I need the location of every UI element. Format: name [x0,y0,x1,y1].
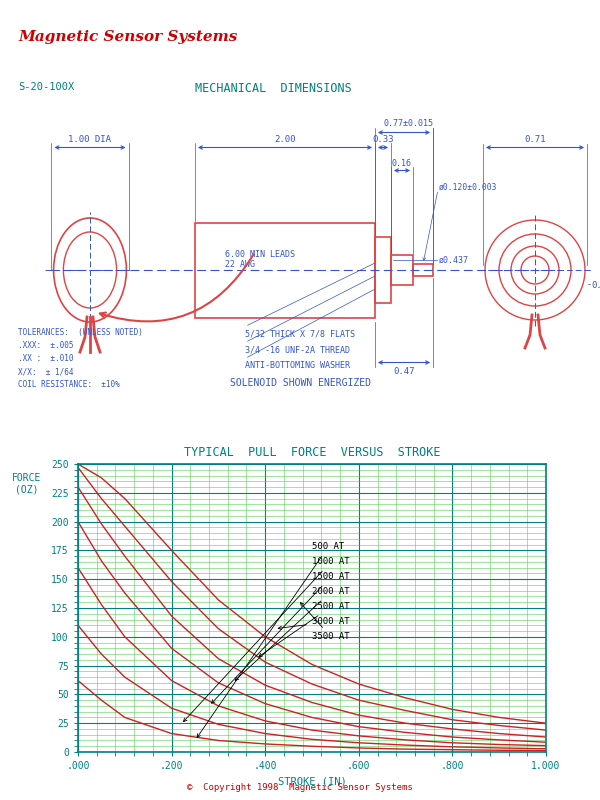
Text: ø0.437: ø0.437 [439,255,469,265]
Text: ©  Copyright 1998  Magnetic Sensor Systems: © Copyright 1998 Magnetic Sensor Systems [187,783,413,792]
Text: 500 AT: 500 AT [197,542,344,738]
Text: 1500 AT: 1500 AT [212,572,350,703]
Text: 2500 AT: 2500 AT [259,602,350,657]
Text: 5/32 THICK X 7/8 FLATS: 5/32 THICK X 7/8 FLATS [245,330,355,338]
Text: 3000 AT: 3000 AT [278,618,350,630]
Text: 0.188: 0.188 [591,281,600,290]
Y-axis label: FORCE
(OZ): FORCE (OZ) [12,473,41,494]
Text: 6.00 MIN LEADS
22 AWG: 6.00 MIN LEADS 22 AWG [225,250,295,270]
Text: 0.16: 0.16 [392,158,412,167]
Text: 2.00: 2.00 [274,134,296,143]
Text: 3500 AT: 3500 AT [301,602,350,642]
Text: 0.71: 0.71 [524,134,546,143]
Text: 0.33: 0.33 [372,134,394,143]
Bar [195,222,375,318]
Text: MECHANICAL  DIMENSIONS: MECHANICAL DIMENSIONS [195,82,352,95]
Text: SOLENOID SHOWN ENERGIZED: SOLENOID SHOWN ENERGIZED [229,378,371,387]
Bar [391,255,413,285]
Text: ø0.120±0.003: ø0.120±0.003 [439,183,497,192]
Text: 3/4 -16 UNF-2A THREAD: 3/4 -16 UNF-2A THREAD [245,346,350,354]
Title: TYPICAL  PULL  FORCE  VERSUS  STROKE: TYPICAL PULL FORCE VERSUS STROKE [184,446,440,458]
Text: 2000 AT: 2000 AT [235,587,350,680]
Text: Magnetic Sensor Systems: Magnetic Sensor Systems [18,30,238,44]
Bar [413,264,433,276]
X-axis label: STROKE (IN): STROKE (IN) [278,777,346,786]
Text: ANTI-BOTTOMING WASHER: ANTI-BOTTOMING WASHER [245,362,350,370]
Text: 0.47: 0.47 [393,366,415,375]
Text: 1000 AT: 1000 AT [184,558,350,722]
Text: 0.77±0.015: 0.77±0.015 [384,119,434,129]
Bar [375,237,391,303]
Text: S-20-100X: S-20-100X [18,82,74,92]
Text: 1.00 DIA: 1.00 DIA [68,134,112,143]
Text: TOLERANCES:  (UNLESS NOTED)
.XXX:  ±.005
.XX :  ±.010
X/X:  ± 1/64
COIL RESISTAN: TOLERANCES: (UNLESS NOTED) .XXX: ±.005 .… [18,327,143,390]
